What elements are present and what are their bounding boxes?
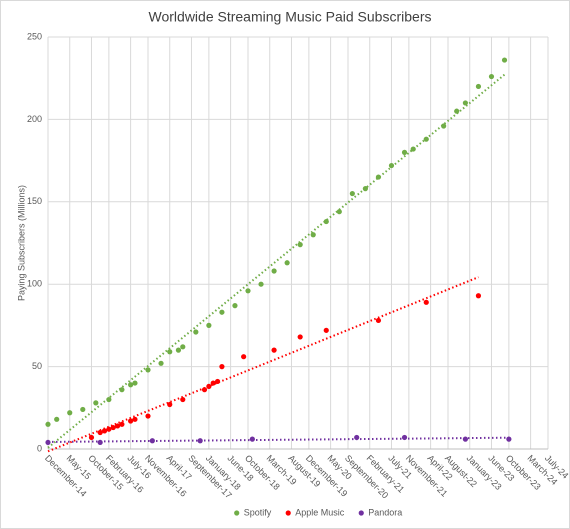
data-point	[97, 429, 103, 436]
data-point	[93, 400, 99, 406]
data-point	[67, 410, 73, 416]
data-point	[54, 416, 60, 422]
data-point	[101, 428, 108, 434]
data-point	[375, 317, 382, 324]
data-point	[501, 57, 508, 63]
data-point	[284, 260, 290, 266]
data-point	[245, 288, 251, 294]
chart-title: Worldwide Streaming Music Paid Subscribe…	[149, 9, 432, 25]
legend-label: Pandora	[368, 507, 402, 517]
y-tick-label: 250	[27, 31, 42, 41]
data-point	[128, 382, 134, 388]
y-tick-label: 100	[27, 279, 42, 289]
data-point	[201, 387, 208, 393]
data-point	[132, 416, 138, 422]
data-point	[206, 322, 212, 328]
legend-marker	[285, 510, 291, 516]
y-tick-label: 50	[32, 361, 42, 371]
data-point	[167, 401, 173, 408]
data-point	[206, 383, 212, 389]
legend-label: Apple Music	[295, 507, 345, 517]
data-point	[349, 190, 355, 197]
legend-marker	[234, 510, 240, 516]
data-point	[410, 146, 416, 152]
data-point	[423, 299, 429, 305]
data-point	[45, 439, 51, 446]
data-point	[88, 434, 95, 441]
data-point	[336, 209, 342, 215]
data-point	[475, 293, 482, 299]
data-point	[175, 347, 182, 353]
data-point	[145, 413, 151, 419]
data-point	[214, 378, 221, 385]
data-point	[401, 149, 408, 155]
data-point	[110, 424, 116, 431]
data-point	[488, 73, 495, 80]
data-point	[258, 281, 264, 287]
data-point	[132, 380, 138, 386]
data-point	[323, 218, 329, 225]
data-point	[180, 396, 186, 403]
data-point	[462, 436, 468, 442]
data-point	[241, 354, 247, 360]
data-point	[119, 387, 125, 393]
data-point	[128, 418, 134, 424]
data-point	[362, 186, 368, 192]
data-point	[106, 396, 112, 403]
data-point	[271, 268, 277, 274]
data-point	[180, 344, 186, 350]
y-tick-label: 150	[27, 196, 42, 206]
data-point	[219, 309, 225, 315]
data-point	[167, 349, 173, 355]
data-point	[297, 334, 303, 340]
data-point	[354, 434, 360, 441]
y-tick-label: 0	[37, 443, 42, 453]
y-axis-title: Paying Subscribers (Millions)	[16, 185, 26, 301]
data-point	[375, 174, 382, 180]
data-point	[232, 303, 238, 309]
data-point	[114, 423, 121, 429]
data-point	[462, 100, 468, 106]
data-point	[388, 162, 395, 169]
data-point	[323, 327, 329, 333]
trendline	[47, 436, 509, 443]
data-point	[297, 242, 303, 248]
y-tick-label: 200	[27, 114, 42, 124]
data-point	[506, 436, 512, 442]
data-point	[97, 439, 103, 446]
data-point	[197, 438, 203, 444]
data-point	[271, 347, 277, 353]
data-point	[310, 232, 316, 238]
data-point	[423, 136, 429, 142]
data-point	[219, 364, 225, 370]
data-point	[475, 83, 482, 90]
data-point	[210, 380, 216, 386]
data-point	[45, 421, 51, 427]
data-point	[193, 329, 199, 335]
trendline	[47, 276, 479, 453]
legend-label: Spotify	[244, 507, 272, 517]
data-point	[454, 108, 460, 114]
data-point	[80, 406, 86, 413]
data-point	[149, 438, 155, 444]
data-point	[441, 123, 447, 129]
data-point	[119, 421, 125, 427]
data-point	[145, 367, 151, 373]
data-point	[249, 436, 255, 442]
data-point	[401, 434, 408, 441]
data-point	[106, 426, 112, 432]
legend-marker	[358, 510, 364, 516]
data-point	[158, 360, 164, 366]
